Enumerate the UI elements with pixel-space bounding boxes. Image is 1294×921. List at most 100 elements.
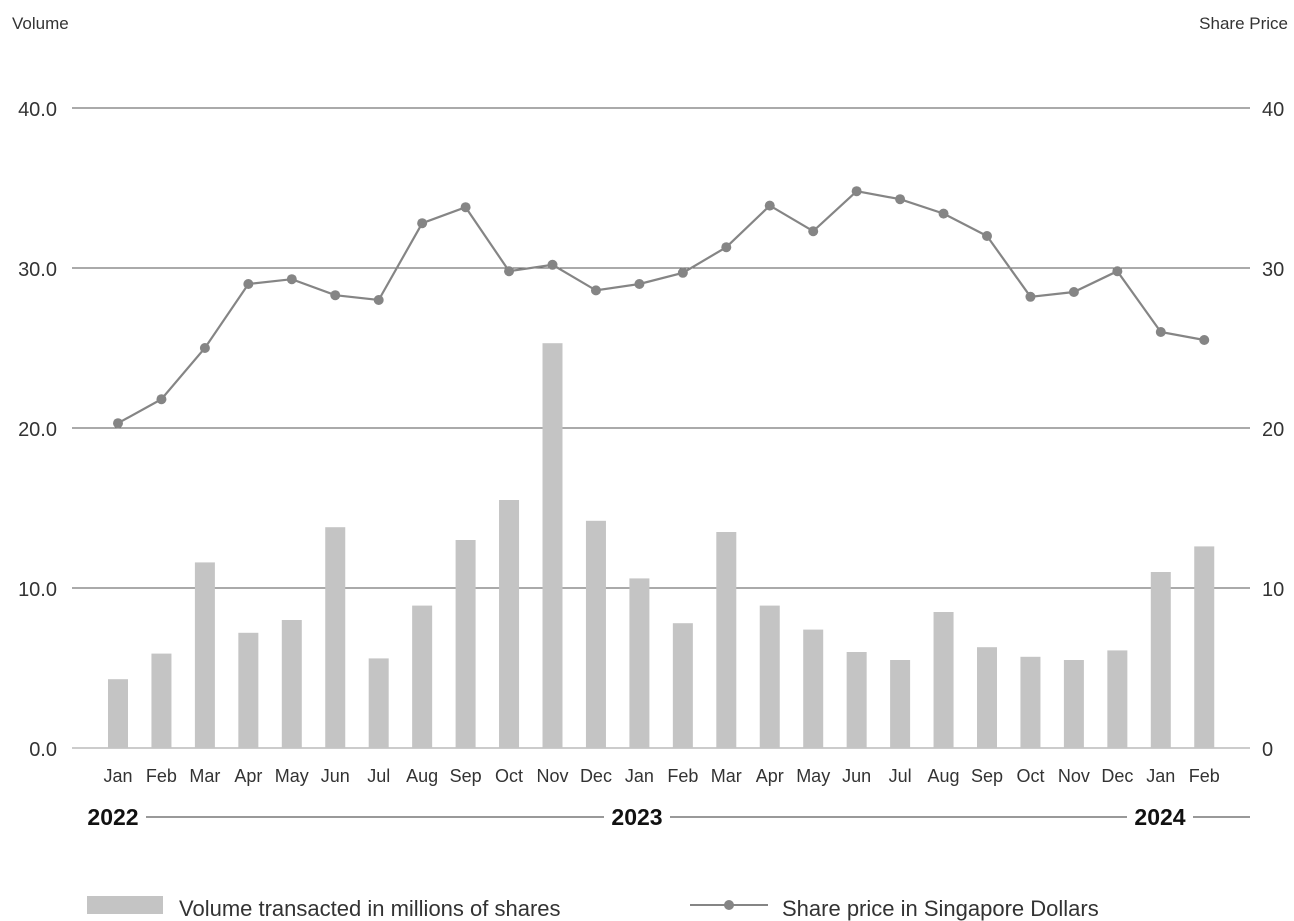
- legend-price-marker: [724, 900, 734, 910]
- month-label: Dec: [1101, 766, 1133, 786]
- volume-bar: [368, 658, 389, 748]
- right-axis-title: Share Price: [1199, 14, 1288, 33]
- month-label: Aug: [928, 766, 960, 786]
- share-price-point: [504, 266, 515, 277]
- share-price-point: [851, 186, 862, 197]
- volume-bar: [977, 647, 997, 748]
- volume-bar: [672, 623, 693, 748]
- right-tick-label: 40: [1262, 99, 1284, 121]
- legend-price-label: Share price in Singapore Dollars: [782, 896, 1099, 921]
- month-label: Dec: [580, 766, 612, 786]
- volume-bar: [108, 679, 128, 748]
- volume-bar: [1150, 572, 1171, 748]
- month-label: Jun: [321, 766, 350, 786]
- share-price-point: [895, 194, 906, 205]
- share-price-point: [156, 394, 167, 405]
- share-price-point: [113, 418, 123, 429]
- volume-bar: [629, 578, 650, 748]
- share-price-point: [634, 279, 645, 289]
- share-price-point: [590, 285, 601, 296]
- month-label: Jan: [103, 766, 132, 786]
- volume-bar: [281, 620, 302, 748]
- volume-bar: [238, 632, 259, 748]
- volume-bar: [194, 562, 215, 748]
- month-label: Feb: [667, 766, 698, 786]
- line-layer: [113, 186, 1210, 429]
- share-price-point: [982, 231, 992, 241]
- month-label: Feb: [1189, 766, 1220, 786]
- bar-layer: [108, 343, 1215, 748]
- volume-bar: [716, 532, 737, 748]
- volume-bar: [803, 629, 824, 748]
- legend-volume-label: Volume transacted in millions of shares: [179, 896, 561, 921]
- month-label: Jul: [367, 766, 390, 786]
- legend-volume-swatch: [87, 896, 163, 914]
- volume-bar: [933, 612, 954, 748]
- share-price-point: [938, 208, 949, 219]
- right-tick-label: 20: [1262, 419, 1284, 441]
- share-price-point: [199, 343, 210, 353]
- month-label: Sep: [450, 766, 482, 786]
- year-label: 2024: [1134, 804, 1185, 830]
- volume-bar: [846, 652, 867, 748]
- month-label: Nov: [536, 766, 568, 786]
- share-price-point: [1112, 266, 1123, 277]
- share-price-point: [721, 242, 732, 253]
- volume-bar: [499, 500, 520, 748]
- right-tick-label: 10: [1262, 579, 1284, 601]
- volume-bar: [759, 605, 780, 748]
- share-price-point: [547, 259, 558, 270]
- volume-bar: [1194, 546, 1215, 748]
- month-label: Jan: [625, 766, 654, 786]
- share-price-point: [373, 295, 384, 305]
- month-label: Jun: [842, 766, 871, 786]
- share-price-point: [1155, 327, 1166, 337]
- year-label: 2022: [87, 804, 138, 830]
- share-price-point: [243, 279, 254, 289]
- left-tick-label: 20.0: [18, 419, 57, 441]
- month-label: Aug: [406, 766, 438, 786]
- share-price-point: [460, 202, 471, 213]
- volume-bar: [1107, 650, 1128, 748]
- right-tick-label: 30: [1262, 259, 1284, 281]
- axis-layer: 0.0 0 10.0 10 20.0 20 30.0 30 40.0 40 Jan Feb Mar Apr…: [18, 99, 1284, 830]
- month-label: Oct: [1016, 766, 1044, 786]
- legend: Volume transacted in millions of shares …: [87, 896, 1099, 921]
- share-price-point: [417, 218, 428, 229]
- grid-layer: [72, 107, 1250, 749]
- left-tick-label: 30.0: [18, 259, 57, 281]
- month-label: Mar: [711, 766, 742, 786]
- left-axis-title: Volume: [12, 14, 69, 33]
- share-price-point: [677, 267, 688, 278]
- volume-bar: [455, 540, 476, 748]
- volume-bar: [585, 520, 606, 748]
- month-label: Feb: [146, 766, 177, 786]
- volume-bar: [1020, 656, 1041, 748]
- year-label: 2023: [611, 804, 662, 830]
- left-tick-label: 0.0: [29, 739, 57, 761]
- month-label: Sep: [971, 766, 1003, 786]
- share-price-point: [808, 226, 819, 237]
- share-price-point: [1199, 335, 1210, 345]
- share-price-point: [286, 274, 297, 285]
- volume-bar: [151, 653, 172, 748]
- month-label: Jul: [889, 766, 912, 786]
- volume-bar: [542, 343, 563, 748]
- month-label: Jan: [1146, 766, 1175, 786]
- month-label: May: [275, 766, 309, 786]
- volume-bar: [412, 605, 433, 748]
- month-label: Nov: [1058, 766, 1090, 786]
- left-tick-label: 10.0: [18, 579, 57, 601]
- volume-bar: [890, 660, 911, 748]
- volume-bar: [325, 527, 346, 748]
- month-label: May: [796, 766, 830, 786]
- left-tick-label: 40.0: [18, 99, 57, 121]
- share-price-point: [1068, 287, 1079, 297]
- share-price-line: [117, 190, 1205, 425]
- month-label: Apr: [756, 766, 784, 786]
- share-price-point: [330, 290, 341, 301]
- right-tick-label: 0: [1262, 739, 1273, 761]
- share-price-point: [764, 200, 775, 211]
